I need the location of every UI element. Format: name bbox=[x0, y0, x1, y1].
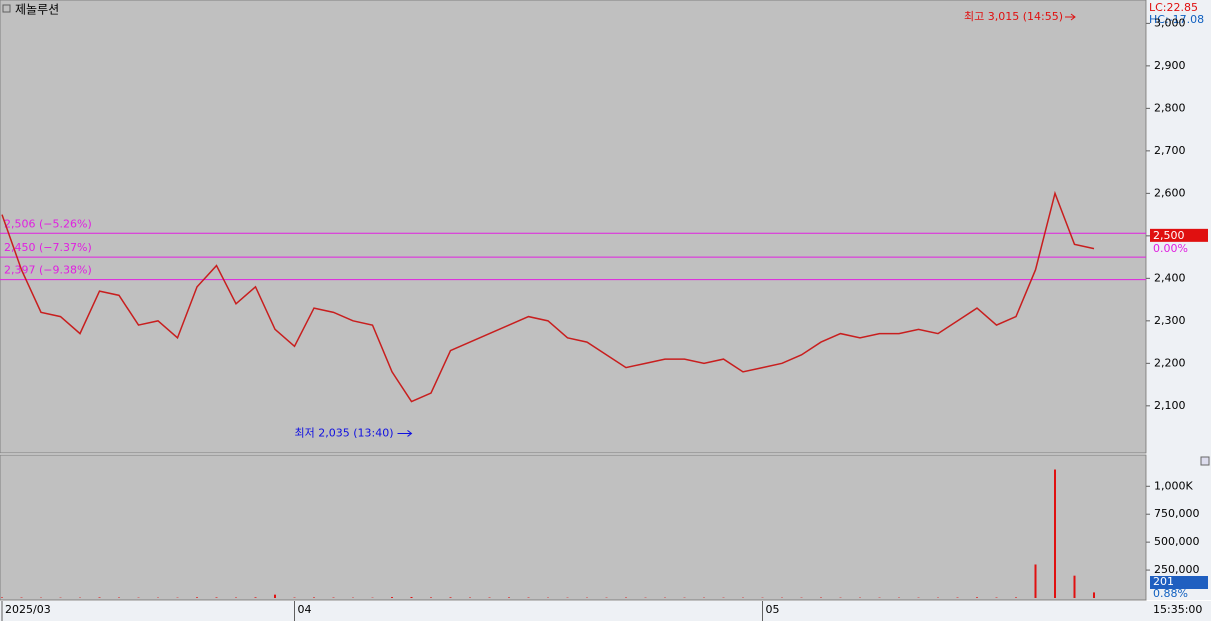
title-icon bbox=[2, 4, 11, 13]
price-panel bbox=[0, 0, 1147, 454]
volume-bar bbox=[430, 597, 432, 598]
volume-bar bbox=[1, 597, 3, 598]
x-tick-label: 05 bbox=[766, 603, 780, 616]
y-tick-label: 2,400 bbox=[1154, 271, 1186, 284]
y2-tick-label: 1,000K bbox=[1154, 479, 1193, 492]
y-tick-label: 2,800 bbox=[1154, 101, 1186, 114]
high-arrow bbox=[1065, 13, 1076, 21]
volume-ratio: 0.88% bbox=[1153, 587, 1188, 600]
y-tick-label: 2,700 bbox=[1154, 144, 1186, 157]
y-tick-label: 2,600 bbox=[1154, 186, 1186, 199]
right-axis bbox=[1147, 0, 1211, 600]
low-arrow bbox=[397, 430, 413, 437]
volume-bar bbox=[410, 596, 413, 598]
hc-label: HC:-17.08 bbox=[1149, 13, 1204, 26]
high-annotation: 최고 3,015 (14:55) bbox=[964, 10, 1063, 23]
volume-bar bbox=[313, 597, 315, 598]
volume-bar bbox=[391, 597, 393, 598]
volume-bar bbox=[274, 594, 276, 598]
x-tick-label: 2025/03 bbox=[5, 603, 51, 616]
y-tick-label: 2,100 bbox=[1154, 399, 1186, 412]
lc-label: LC:22.85 bbox=[1149, 1, 1198, 14]
close-button[interactable] bbox=[1200, 456, 1210, 466]
y-tick-label: 3,000 bbox=[1154, 16, 1186, 29]
volume-bar bbox=[449, 597, 452, 598]
low-annotation: 최저 2,035 (13:40) bbox=[294, 426, 393, 439]
title: 제놀루션 bbox=[15, 3, 59, 17]
y2-tick-label: 750,000 bbox=[1154, 507, 1200, 520]
x-tick-label: 04 bbox=[298, 603, 312, 616]
volume-panel bbox=[0, 454, 1147, 601]
reference-label: 2,450 (−7.37%) bbox=[4, 241, 92, 254]
price-change: 0.00% bbox=[1153, 242, 1188, 255]
volume-bar bbox=[508, 597, 510, 598]
time-label: 15:35:00 bbox=[1153, 603, 1202, 616]
y-tick-label: 2,300 bbox=[1154, 314, 1186, 327]
y-tick-label: 2,900 bbox=[1154, 59, 1186, 72]
volume-bar bbox=[1073, 575, 1076, 598]
price-line bbox=[1, 190, 1095, 403]
y-tick-label: 2,200 bbox=[1154, 356, 1186, 369]
volume-bar bbox=[254, 597, 257, 598]
volume-bar bbox=[1054, 469, 1056, 598]
reference-label: 2,397 (−9.38%) bbox=[4, 264, 92, 277]
x-axis bbox=[0, 601, 1211, 621]
volume-bar bbox=[98, 597, 101, 598]
y2-tick-label: 250,000 bbox=[1154, 563, 1200, 576]
price-tag bbox=[1150, 228, 1208, 242]
volume-bar bbox=[1093, 592, 1095, 598]
price-tag-label: 2,500 bbox=[1153, 229, 1185, 242]
y2-tick-label: 500,000 bbox=[1154, 535, 1200, 548]
volume-bar bbox=[196, 597, 198, 598]
reference-label: 2,506 (−5.26%) bbox=[4, 217, 92, 230]
volume-bar bbox=[215, 597, 218, 598]
volume-bar bbox=[976, 597, 978, 598]
volume-tag bbox=[1150, 576, 1208, 589]
volume-tag-label: 201 bbox=[1153, 575, 1174, 588]
volume-bar bbox=[1034, 564, 1037, 598]
volume-bar bbox=[1015, 597, 1017, 598]
